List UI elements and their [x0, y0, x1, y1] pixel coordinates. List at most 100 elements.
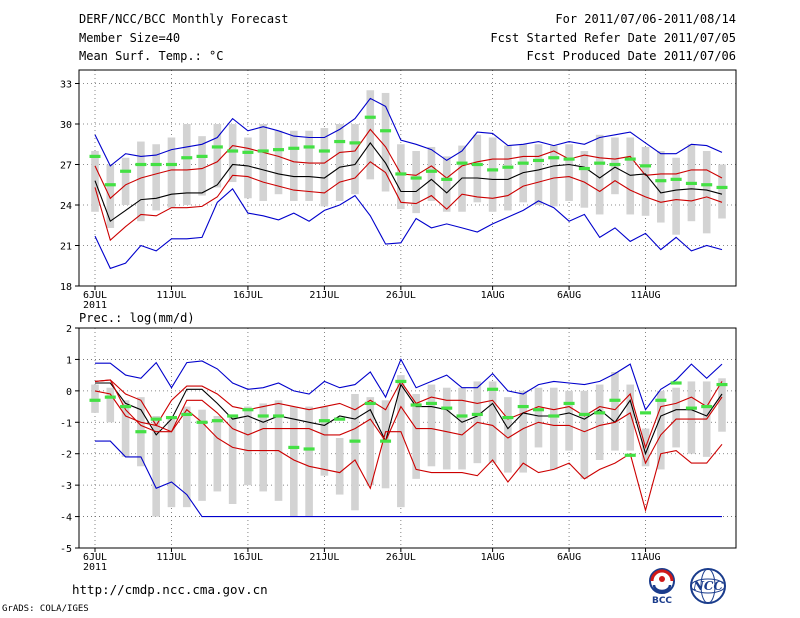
temp-ensemble-mark: [181, 156, 193, 160]
prec-spread-box: [106, 387, 115, 423]
temp-ensemble-mark: [716, 185, 728, 190]
temp-ensemble-mark: [701, 183, 713, 187]
prec-ytick-label: 2: [66, 324, 72, 335]
prec-xtick-label: 26JUL: [386, 552, 416, 563]
prec-spread-box: [228, 416, 237, 504]
temp-xtick-label: 1AUG: [481, 290, 505, 301]
temp-line-mean: [94, 141, 723, 223]
temp-ensemble-mark: [318, 149, 330, 153]
temp-xtick-label: 6AUG: [557, 290, 581, 301]
temp-spread-box: [504, 145, 512, 211]
temp-ensemble-mark: [196, 154, 208, 158]
chart-title: DERF/NCC/BCC Monthly Forecast: [79, 12, 289, 26]
temp-spread-box: [182, 124, 191, 205]
temp-spread-box: [198, 136, 206, 196]
temp-xtick-label: 16JUL: [233, 290, 263, 301]
temp-ytick-label: 21: [60, 242, 72, 253]
temp-ensemble-mark: [211, 145, 223, 149]
prec-xtick-label: 6JUL: [83, 552, 107, 563]
temp-ensemble-mark: [303, 145, 315, 149]
temp-xtick-label: 26JUL: [386, 290, 416, 301]
prec-spread-box: [290, 406, 298, 517]
prec-ensemble-mark: [318, 419, 330, 423]
prec-spread-box: [167, 416, 176, 508]
prec-ensemble-mark: [165, 415, 177, 420]
prec-ensemble-mark: [670, 381, 682, 385]
temp-spread-box: [412, 151, 420, 214]
prec-ytick-label: -4: [60, 513, 72, 524]
prec-ensemble-mark: [563, 401, 575, 406]
member-size: Member Size=40: [79, 31, 181, 45]
temp-spread-box: [381, 92, 390, 192]
prec-ensemble-mark: [257, 414, 269, 418]
prec-ensemble-mark: [456, 414, 468, 418]
prec-spread-box: [458, 387, 466, 470]
prec-spread-box: [534, 387, 543, 448]
temp-ensemble-mark: [165, 162, 177, 167]
prec-ensemble-mark: [135, 430, 147, 434]
temp-ensemble-mark: [150, 162, 162, 167]
temp-spread-box: [152, 144, 160, 211]
temp-xtick-label: 6JUL: [83, 290, 107, 301]
prec-spread-box: [305, 406, 313, 517]
variable-label-temp: Mean Surf. Temp.: °C: [79, 49, 224, 63]
temp-spread-box: [580, 151, 589, 208]
bcc-logo-text: BCC: [652, 596, 672, 606]
temp-ensemble-mark: [104, 183, 116, 187]
prec-year-label: 2011: [83, 562, 107, 573]
temp-ensemble-mark: [364, 115, 376, 119]
prec-ensemble-mark: [410, 403, 422, 407]
prec-ensemble-mark: [334, 417, 346, 421]
prec-spread-box: [121, 400, 130, 457]
temp-spread-box: [397, 144, 405, 210]
prec-ensemble-mark: [288, 445, 300, 450]
prec-spread-box: [626, 384, 635, 451]
prec-spread-box: [718, 378, 726, 432]
temp-spread-box: [305, 130, 313, 201]
prec-spread-box: [213, 416, 222, 492]
prec-ytick-label: -3: [60, 481, 72, 492]
prec-spread-box: [595, 384, 604, 460]
temp-ensemble-mark: [532, 158, 544, 163]
prec-ensemble-mark: [487, 387, 499, 391]
temp-ensemble-mark: [135, 162, 147, 167]
prec-spread-box: [412, 394, 420, 479]
temp-spread-box: [549, 145, 558, 207]
temp-ensemble-mark: [349, 141, 361, 145]
temp-ytick-label: 27: [60, 161, 72, 172]
prec-xtick-label: 6AUG: [557, 552, 581, 563]
prec-ensemble-mark: [701, 404, 713, 409]
temp-spread-box: [702, 151, 711, 234]
prec-ensemble-mark: [624, 453, 636, 457]
prec-xtick-label: 1AUG: [481, 552, 505, 563]
source-url[interactable]: http://cmdp.ncc.cma.gov.cn: [72, 582, 268, 597]
temp-spread-box: [519, 144, 527, 203]
prec-spread-box: [397, 375, 405, 508]
temp-ensemble-mark: [380, 129, 392, 133]
temp-ytick-label: 18: [60, 282, 72, 293]
temp-spread-box: [718, 164, 726, 219]
prec-ensemble-mark: [364, 401, 376, 406]
temp-ensemble-mark: [120, 169, 132, 173]
temp-panel: 18 21 24 27 30 33 6JUL 11JUL 16JUL 21JUL 26JUL 1AUG…: [60, 69, 737, 311]
temp-ensemble-mark: [425, 169, 437, 173]
prec-spread-box: [427, 384, 436, 467]
prec-ensemble-mark: [150, 417, 162, 421]
variable-label-prec: Prec.: log(mm/d): [79, 311, 195, 325]
forecast-period: For 2011/07/06-2011/08/14: [555, 12, 736, 26]
prec-spread-box: [244, 406, 252, 486]
prec-ensemble-mark: [303, 447, 315, 451]
temp-ensemble-mark: [288, 146, 300, 150]
prec-spread-box: [672, 387, 680, 448]
prec-ensemble-mark: [425, 401, 437, 406]
temp-xtick-label: 11JUL: [156, 290, 186, 301]
prec-xtick-label: 16JUL: [233, 552, 263, 563]
temp-spread-box: [534, 144, 543, 205]
temp-ensemble-mark: [410, 176, 422, 180]
prec-spread-box: [366, 397, 375, 486]
prec-spread-box: [580, 390, 589, 479]
temp-spread-box: [320, 128, 329, 207]
prec-ensemble-mark: [349, 439, 361, 443]
temp-spread-box: [672, 157, 680, 235]
